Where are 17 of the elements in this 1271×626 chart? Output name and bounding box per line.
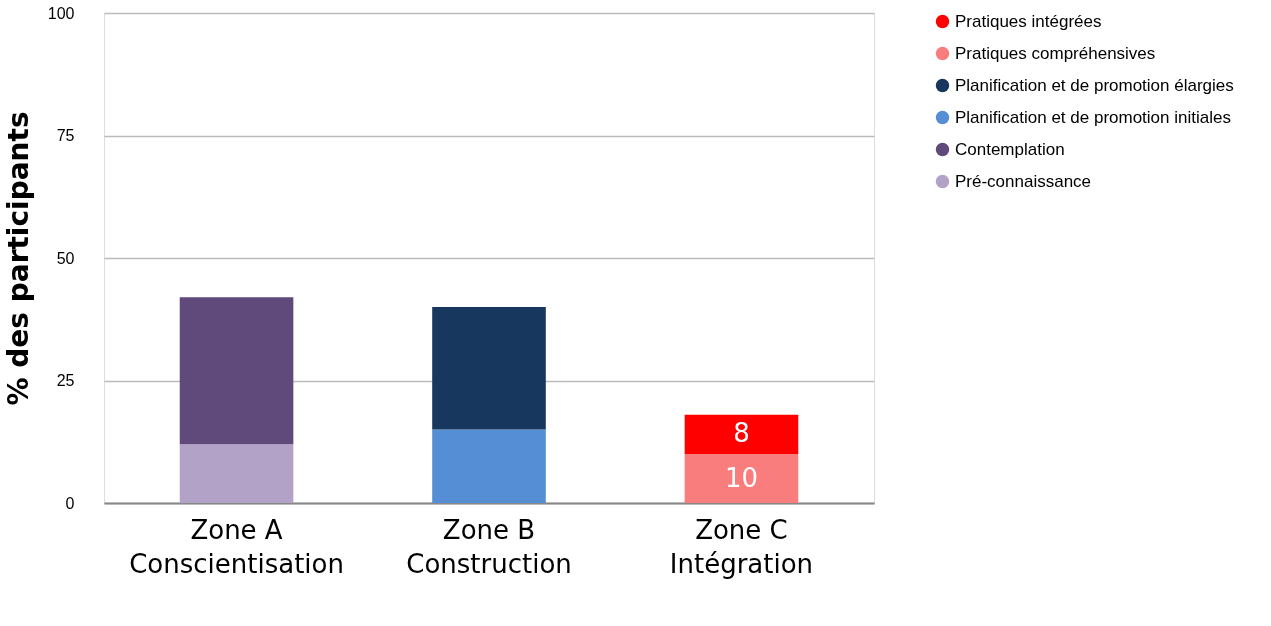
legend-label: Planification et de promotion initiales <box>955 107 1231 127</box>
y-axis-title: % des participants <box>1 111 35 406</box>
data-label: 10 <box>724 462 759 493</box>
y-tick-label: 25 <box>56 372 75 389</box>
y-tick-label: 50 <box>56 249 75 267</box>
x-tick-label: Zone B Construction <box>406 514 572 579</box>
legend-label: Pré-connaissance <box>955 171 1092 191</box>
legend-label: Pratiques compréhensives <box>955 43 1156 63</box>
x-tick-label: Zone A Conscientisation <box>129 514 344 579</box>
y-tick-label: 75 <box>56 127 75 144</box>
legend-label: Planification et de promotion élargies <box>955 75 1234 95</box>
legend-label: Pratiques intégrées <box>955 11 1102 31</box>
legend-label: Contemplation <box>955 139 1065 159</box>
y-tick-label: 0 <box>65 494 75 512</box>
data-label: 8 <box>733 418 750 449</box>
y-tick-label: 100 <box>47 4 75 22</box>
x-tick-label: Zone C Intégration <box>669 514 814 579</box>
